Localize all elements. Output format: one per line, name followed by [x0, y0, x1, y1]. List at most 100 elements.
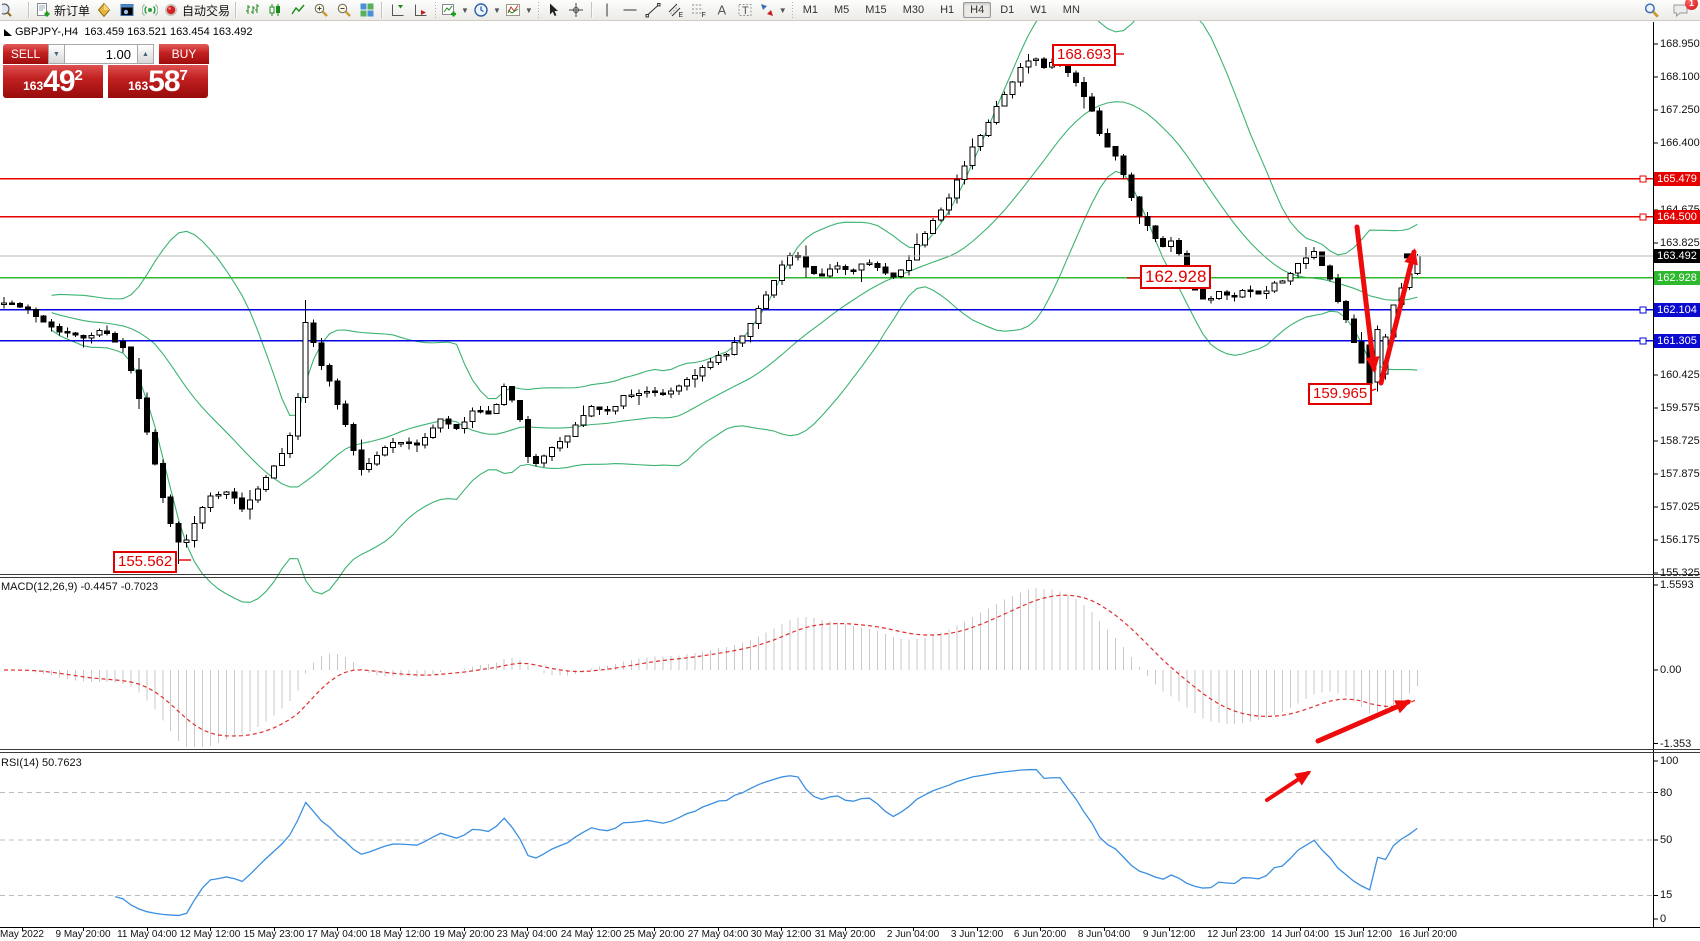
bar-chart-icon — [244, 2, 260, 18]
window-icon — [119, 2, 135, 18]
time-tick-label: 24 May 12:00 — [560, 929, 622, 940]
notifications-button[interactable]: 1 — [1669, 0, 1698, 20]
separator — [381, 2, 384, 18]
chart-shift-button[interactable] — [386, 1, 409, 20]
auto-scroll-button[interactable] — [409, 1, 432, 20]
separator — [235, 2, 238, 18]
tf-M15[interactable]: M15 — [865, 4, 887, 16]
rsi-tick-label: 15 — [1660, 889, 1673, 902]
tf-M1[interactable]: M1 — [802, 4, 818, 16]
tf-H1[interactable]: H1 — [940, 4, 955, 16]
symbol-name: GBPJPY-,H4 — [15, 26, 79, 38]
toolbar-grip — [790, 2, 794, 18]
dropdown-arrow-icon: ▼ — [492, 5, 501, 15]
tf-H4[interactable]: H4 — [963, 2, 992, 18]
time-tick-label: 2 Jun 04:00 — [886, 929, 940, 940]
time-tick-label: 6 Jun 20:00 — [1013, 929, 1067, 940]
text-icon: A — [714, 2, 730, 18]
bid-main: 49 — [43, 65, 75, 98]
volume-input[interactable]: 1.00 — [65, 44, 137, 64]
macd-tick-label: -1.353 — [1660, 737, 1692, 750]
price-tick-label: 166.400 — [1660, 136, 1700, 149]
text-tool-button[interactable]: A — [711, 1, 734, 20]
tile-windows-button[interactable] — [355, 1, 378, 20]
cursor-icon — [545, 2, 561, 18]
price-callout[interactable]: 168.693 — [1052, 44, 1117, 66]
trendline-tool-button[interactable] — [642, 1, 665, 20]
volume-decrease-button[interactable]: ▼ — [48, 44, 65, 64]
new-chart-icon — [441, 2, 457, 18]
time-tick-label: 23 May 04:00 — [496, 929, 558, 940]
zoom-in-icon — [313, 2, 329, 18]
separator — [590, 2, 593, 18]
line-chart-mode-button[interactable] — [286, 1, 309, 20]
period-button[interactable]: ▼ — [471, 1, 503, 20]
zoom-in-button[interactable] — [309, 1, 332, 20]
search-button[interactable] — [1640, 1, 1663, 20]
price-tick-label: 168.100 — [1660, 70, 1700, 83]
one-click-trading-panel: SELL ▼ 1.00 ▲ BUY 163 49 2 163 58 7 — [3, 44, 209, 98]
autotrading-button[interactable]: 自动交易 — [161, 1, 232, 20]
bid-price-label: 163.492 — [1654, 248, 1700, 263]
candle-chart-mode-button[interactable] — [263, 1, 286, 20]
time-tick-label: 15 May 23:00 — [243, 929, 305, 940]
indicators-button[interactable]: ▼ — [503, 1, 535, 20]
time-tick-label: 15 Jun 12:00 — [1334, 929, 1392, 940]
new-chart-button[interactable]: ▼ — [439, 1, 471, 20]
price-callout[interactable]: 155.562 — [113, 551, 178, 573]
tf-MN[interactable]: MN — [1062, 4, 1080, 16]
dropdown-arrow-icon: ▼ — [524, 5, 533, 15]
symbol-ohlc: 163.459 163.521 163.454 163.492 — [84, 26, 253, 38]
price-callout[interactable]: 162.928 — [1140, 265, 1212, 289]
tf-W1[interactable]: W1 — [1030, 4, 1047, 16]
dropdown-arrow-icon: ▼ — [778, 5, 787, 15]
market-watch-button[interactable] — [115, 1, 138, 20]
buy-price-button[interactable]: 163 58 7 — [108, 65, 208, 98]
fibonacci-icon: F — [691, 2, 707, 18]
ask-pip: 7 — [179, 67, 188, 84]
tf-M5[interactable]: M5 — [834, 4, 850, 16]
horizontal-line-tool-button[interactable] — [619, 1, 642, 20]
crosshair-tool-button[interactable] — [565, 1, 588, 20]
profile-button[interactable] — [92, 1, 115, 20]
price-callout[interactable]: 159.965 — [1308, 383, 1373, 405]
text-label-tool-button[interactable]: T — [734, 1, 757, 20]
arrows-tool-button[interactable]: ▼ — [757, 1, 789, 20]
autotrading-icon — [163, 2, 179, 18]
time-tick-label: 12 May 12:00 — [179, 929, 241, 940]
crosshair-icon — [568, 2, 584, 18]
zoom-out-button[interactable] — [332, 1, 355, 20]
price-tick-label: 157.025 — [1660, 500, 1700, 513]
bar-chart-mode-button[interactable] — [240, 1, 263, 20]
search-icon — [1643, 2, 1660, 19]
sell-price-button[interactable]: 163 49 2 — [3, 65, 103, 98]
tile-windows-icon — [359, 2, 375, 18]
rsi-label: RSI(14) 50.7623 — [1, 757, 82, 769]
buy-button[interactable]: BUY — [159, 44, 209, 64]
rsi-tick-label: 0 — [1660, 913, 1667, 925]
equidistant-channel-icon: E — [668, 2, 684, 18]
rsi-tick-label: 100 — [1660, 755, 1679, 767]
channel-tool-button[interactable]: E — [665, 1, 688, 20]
tf-M30[interactable]: M30 — [902, 4, 925, 16]
vertical-line-tool-button[interactable] — [596, 1, 619, 20]
price-tick-label: 158.725 — [1660, 434, 1700, 447]
ask-prefix: 163 — [128, 79, 149, 93]
toolbar-grip — [434, 2, 438, 18]
cursor-tool-button[interactable] — [542, 1, 565, 20]
price-tick-label: 155.325 — [1660, 566, 1700, 579]
signal-icon — [141, 2, 158, 18]
sell-button[interactable]: SELL — [3, 44, 48, 64]
time-tick-label: 3 Jun 12:00 — [950, 929, 1004, 940]
text-label-icon: T — [737, 2, 753, 18]
signals-button[interactable] — [138, 1, 161, 20]
time-tick-label: 17 May 04:00 — [306, 929, 368, 940]
volume-increase-button[interactable]: ▲ — [137, 44, 154, 64]
new-order-button[interactable]: 新订单 — [33, 1, 92, 20]
fibonacci-tool-button[interactable]: F — [688, 1, 711, 20]
tf-D1[interactable]: D1 — [1000, 4, 1015, 16]
macd-tick-label: 1.5593 — [1660, 579, 1694, 592]
price-tick-label: 157.875 — [1660, 467, 1700, 480]
price-tick-label: 167.250 — [1660, 103, 1700, 116]
